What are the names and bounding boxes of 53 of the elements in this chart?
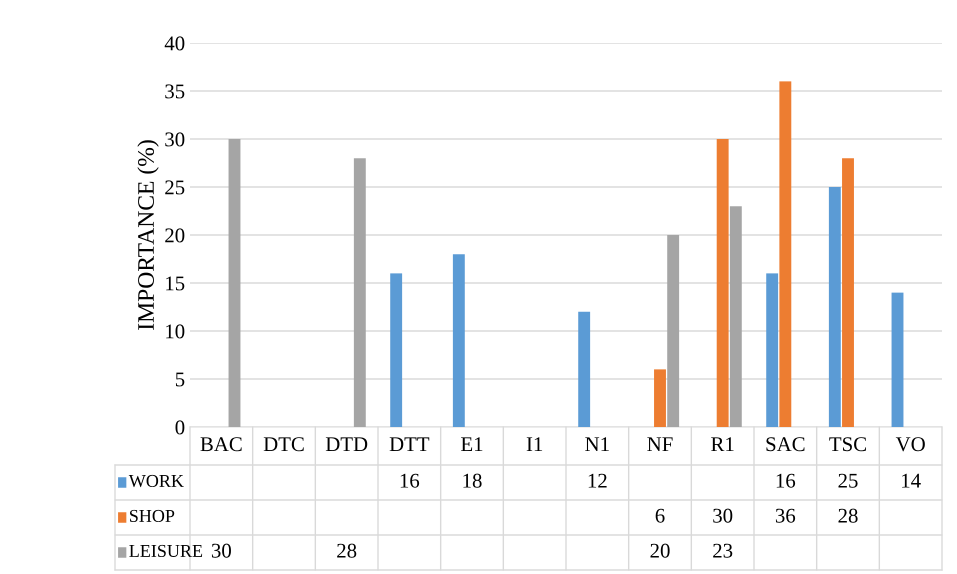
bar <box>667 235 680 427</box>
bar <box>452 254 465 427</box>
y-tick-label: 10 <box>166 324 184 338</box>
bar <box>578 312 590 427</box>
data-label: 28 <box>838 508 858 523</box>
y-tick-label: 30 <box>165 132 184 146</box>
bar <box>730 206 742 427</box>
bar <box>228 139 240 427</box>
bar <box>842 158 854 427</box>
x-tick-label: NF <box>647 437 673 452</box>
data-label: 30 <box>212 544 231 558</box>
data-label: 16 <box>776 474 796 488</box>
x-tick-label: R1 <box>711 437 734 452</box>
data-label: 18 <box>463 474 482 488</box>
bar <box>892 292 904 427</box>
bar <box>766 273 778 427</box>
x-tick-label: E1 <box>461 437 482 452</box>
data-label: 30 <box>713 508 732 523</box>
y-axis-title: IMPORTANCE (%) <box>137 140 159 330</box>
data-label: 23 <box>713 544 732 558</box>
x-tick-label: DTC <box>264 437 304 452</box>
data-label: 12 <box>588 474 607 488</box>
legend-label: SHOP <box>130 510 174 522</box>
x-tick-label: TSC <box>829 437 866 452</box>
bar <box>390 273 402 427</box>
x-tick-label: N1 <box>585 437 609 452</box>
y-tick-label: 25 <box>165 180 184 194</box>
legend-label: LEISURE <box>129 544 202 558</box>
bar <box>354 158 366 427</box>
data-label: 25 <box>838 474 858 488</box>
data-label: 16 <box>400 474 420 488</box>
bar <box>716 139 729 427</box>
x-tick-label: DTT <box>390 437 430 452</box>
legend-label: WORK <box>128 474 184 488</box>
y-tick-label: 15 <box>166 276 184 290</box>
bar <box>828 187 841 427</box>
x-tick-label: BAC <box>200 437 242 452</box>
data-label: 36 <box>776 508 796 523</box>
x-tick-label: VO <box>896 437 925 452</box>
data-label: 28 <box>337 544 356 558</box>
y-tick-label: 20 <box>165 228 184 242</box>
y-tick-label: 35 <box>165 84 184 98</box>
x-tick-label: SAC <box>766 437 804 452</box>
bar <box>779 81 792 427</box>
y-tick-label: 0 <box>176 420 184 434</box>
y-tick-label: 5 <box>176 372 184 386</box>
data-label: 6 <box>656 508 665 523</box>
data-label: 14 <box>902 474 921 488</box>
x-tick-label: I1 <box>526 437 542 452</box>
x-tick-label: DTD <box>326 437 368 452</box>
y-tick-label: 40 <box>164 36 184 50</box>
bar <box>654 369 666 427</box>
data-label: 20 <box>650 544 670 558</box>
